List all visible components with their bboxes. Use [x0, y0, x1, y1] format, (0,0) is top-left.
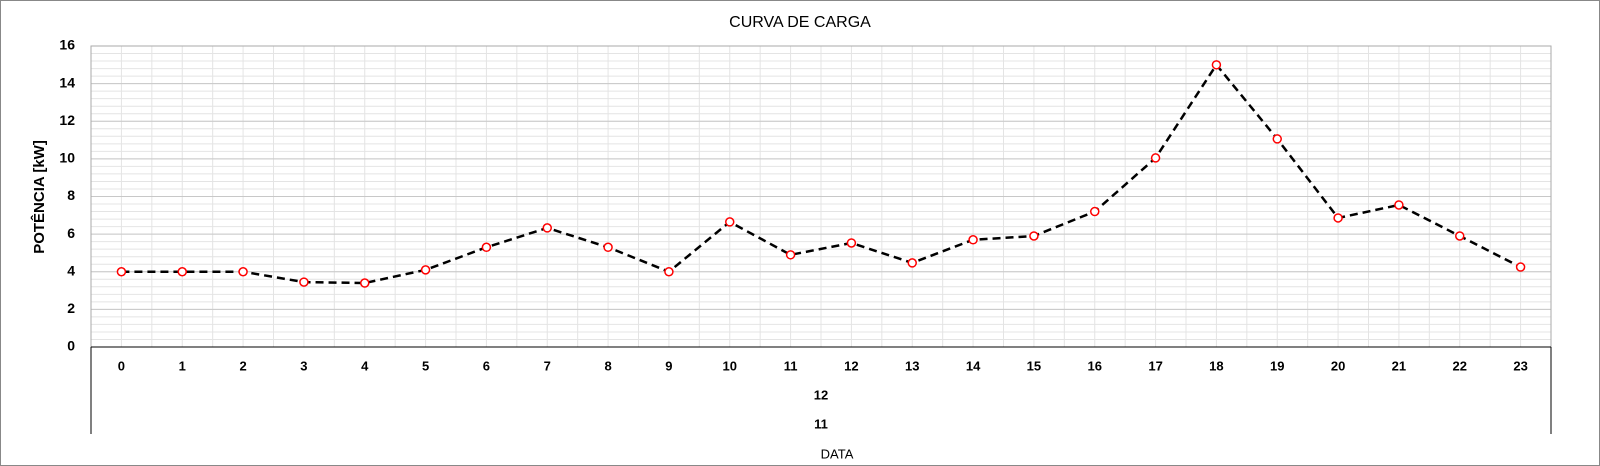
x-tick-label: 9: [665, 358, 672, 373]
x-tick-label: 2: [239, 358, 246, 373]
x-group-label: 12: [814, 387, 828, 402]
x-group-label: 11: [814, 416, 828, 431]
x-tick-label: 3: [300, 358, 307, 373]
x-tick-label: 22: [1453, 358, 1467, 373]
y-tick-label: 10: [59, 150, 75, 166]
data-point: [299, 277, 309, 287]
x-tick-label: 5: [422, 358, 429, 373]
y-tick-label: 14: [59, 74, 75, 90]
data-point: [968, 235, 978, 245]
data-point: [1090, 206, 1100, 217]
x-tick-label: 8: [604, 358, 611, 373]
y-tick-label: 4: [67, 262, 75, 278]
data-point: [542, 223, 552, 233]
x-tick-label: 16: [1088, 358, 1102, 373]
x-tick-label: 15: [1027, 358, 1041, 373]
x-tick-label: 4: [361, 358, 369, 373]
x-tick-label: 19: [1270, 358, 1284, 373]
data-point: [725, 217, 735, 227]
data-point: [907, 258, 917, 268]
data-line: [121, 62, 1522, 285]
x-tick-label: 18: [1209, 358, 1223, 373]
y-axis-title: POTÊNCIA [kW]: [30, 140, 48, 254]
y-tick-label: 12: [59, 112, 75, 128]
y-tick-label: 16: [59, 37, 75, 53]
x-tick-label: 6: [483, 358, 490, 373]
y-tick-label: 6: [67, 225, 75, 241]
x-tick-label: 12: [844, 358, 858, 373]
data-point: [360, 278, 370, 288]
data-point: [785, 250, 796, 260]
y-tick-label: 0: [67, 338, 75, 354]
data-point: [177, 267, 187, 277]
data-point: [1333, 213, 1343, 223]
data-point: [1455, 231, 1465, 241]
data-point: [846, 238, 857, 248]
x-tick-label: 20: [1331, 358, 1345, 373]
data-point: [1150, 153, 1161, 163]
data-point: [664, 267, 674, 277]
data-point: [420, 265, 431, 275]
data-point: [1394, 200, 1404, 210]
data-point: [1029, 231, 1039, 241]
data-point: [481, 242, 492, 253]
x-tick-label: 13: [905, 358, 919, 373]
data-point: [238, 267, 248, 277]
x-tick-label: 11: [784, 358, 798, 373]
x-tick-label: 14: [966, 358, 981, 373]
data-point: [1211, 60, 1222, 70]
x-tick-label: 7: [544, 358, 551, 373]
x-tick-label: 10: [723, 358, 737, 373]
data-point: [603, 242, 613, 253]
x-tick-label: 21: [1392, 358, 1406, 373]
x-tick-label: 17: [1148, 358, 1162, 373]
data-point: [1515, 262, 1526, 272]
x-tick-label: 1: [179, 358, 186, 373]
y-tick-label: 2: [67, 300, 75, 316]
x-tick-label: 0: [118, 358, 125, 373]
x-axis-title: DATA: [821, 446, 854, 461]
y-tick-label: 8: [67, 187, 75, 203]
x-tick-label: 23: [1513, 358, 1527, 373]
data-point: [116, 267, 127, 277]
data-point: [1272, 134, 1282, 144]
chart-title: CURVA DE CARGA: [729, 14, 871, 31]
